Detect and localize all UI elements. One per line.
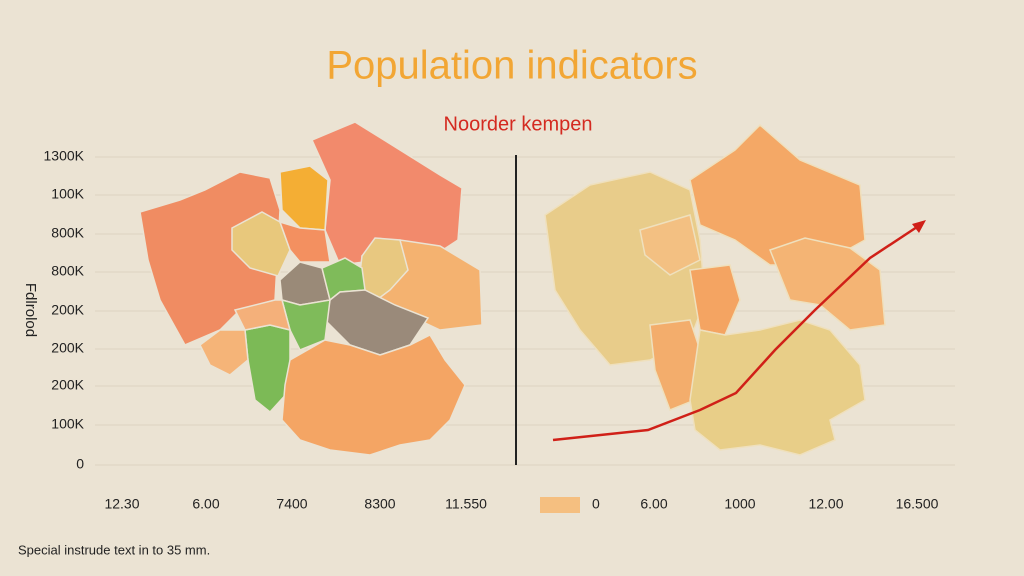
x-tick-label: 1000 xyxy=(724,496,755,512)
trend-arrow xyxy=(912,220,926,233)
y-tick-label: 800K xyxy=(51,263,84,279)
x-tick-label: 12.00 xyxy=(808,496,843,512)
y-axis-title: Fdlrolod xyxy=(22,283,39,337)
left-map xyxy=(139,121,483,456)
y-tick-label: 800K xyxy=(51,225,84,241)
y-tick-label: 200K xyxy=(51,377,84,393)
x-tick-label: 12.30 xyxy=(104,496,139,512)
y-tick-label: 100K xyxy=(51,186,84,202)
x-tick-label: 7400 xyxy=(276,496,307,512)
trend-line xyxy=(552,223,921,442)
y-tick-label: 200K xyxy=(51,340,84,356)
x-tick-label: 6.00 xyxy=(192,496,219,512)
x-tick-label: 6.00 xyxy=(640,496,667,512)
legend-swatch xyxy=(540,497,580,513)
footer: Special instrude text in to 35 mm. xyxy=(18,542,210,557)
x-tick-label: 16.500 xyxy=(896,496,939,512)
right-map xyxy=(544,123,886,456)
x-tick-label: 11.550 xyxy=(445,496,487,512)
x-tick-label: 8300 xyxy=(364,496,395,512)
y-tick-label: 0 xyxy=(76,456,84,472)
subtitle: Noorder kempen xyxy=(444,113,593,135)
x-axis-labels: 12.30 6.00 7400 8300 11.550 6.00 1000 12.00 16.5… xyxy=(104,496,938,512)
legend-label: 0 xyxy=(592,496,600,512)
y-tick-label: 100K xyxy=(51,416,84,432)
y-tick-label: 200K xyxy=(51,302,84,318)
title: Population indicators xyxy=(326,44,697,88)
y-tick-label: 1300K xyxy=(44,148,85,164)
